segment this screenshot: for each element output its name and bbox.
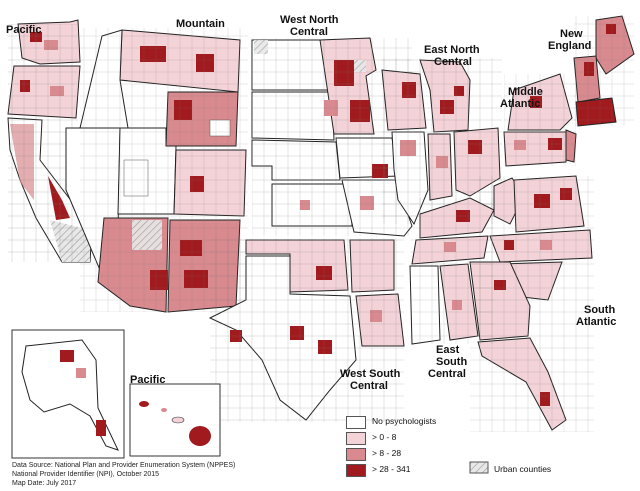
source-line-2: National Provider Identifier (NPI), Octo… <box>12 471 160 478</box>
region-label-pacific: Pacific <box>6 24 42 36</box>
legend-swatch-mid <box>346 448 366 461</box>
hawaii-island-maui <box>171 416 185 424</box>
legend-swatch-none <box>346 416 366 429</box>
legend-swatch-low <box>346 432 366 445</box>
region-label-enc-1: East North <box>424 44 480 56</box>
region-label-mountain: Mountain <box>176 18 225 30</box>
legend-label-low: > 0 - 8 <box>372 432 397 442</box>
region-label-sa-1: South <box>584 304 616 316</box>
region-label-wsc-2: Central <box>350 380 388 392</box>
region-east-south-central <box>409 197 495 345</box>
hawaii-island-oahu <box>139 401 149 407</box>
legend-label-high: > 28 - 341 <box>372 464 411 474</box>
region-middle-atlantic <box>503 73 577 167</box>
region-label-esc-3: Central <box>428 368 466 380</box>
region-label-ne-2: England <box>548 40 592 52</box>
hawaii-island-big <box>189 426 211 446</box>
hawaii-island-kauai <box>161 408 167 412</box>
region-label-wnc-2: Central <box>290 26 328 38</box>
region-label-pacific-inset: Pacific <box>130 374 166 386</box>
region-label-enc-2: Central <box>434 56 472 68</box>
region-label-wnc-1: West North <box>280 14 339 26</box>
source-line-1: Data Source: National Plan and Provider … <box>12 462 236 469</box>
hawaii-inset <box>129 383 221 457</box>
urban-areas <box>132 40 366 250</box>
region-label-ne-1: New <box>560 28 583 40</box>
region-label-ma-2: Atlantic <box>500 98 541 110</box>
legend-label-mid: > 8 - 28 <box>372 448 402 458</box>
legend-swatch-high <box>346 464 366 477</box>
region-label-esc-1: East <box>436 344 460 356</box>
region-label-ma-1: Middle <box>508 86 543 98</box>
region-west-south-central <box>208 238 405 422</box>
legend-label-urban: Urban counties <box>494 464 552 474</box>
source-line-3: Map Date: July 2017 <box>12 480 77 487</box>
region-label-sa-2: Atlantic <box>576 316 617 328</box>
alaska-inset <box>11 329 125 459</box>
legend-urban-swatch <box>469 461 489 474</box>
region-new-england <box>573 15 635 127</box>
legend-label-none: No psychologists <box>372 416 437 426</box>
region-label-esc-2: South <box>436 356 468 368</box>
region-label-wsc-1: West South <box>340 368 401 380</box>
